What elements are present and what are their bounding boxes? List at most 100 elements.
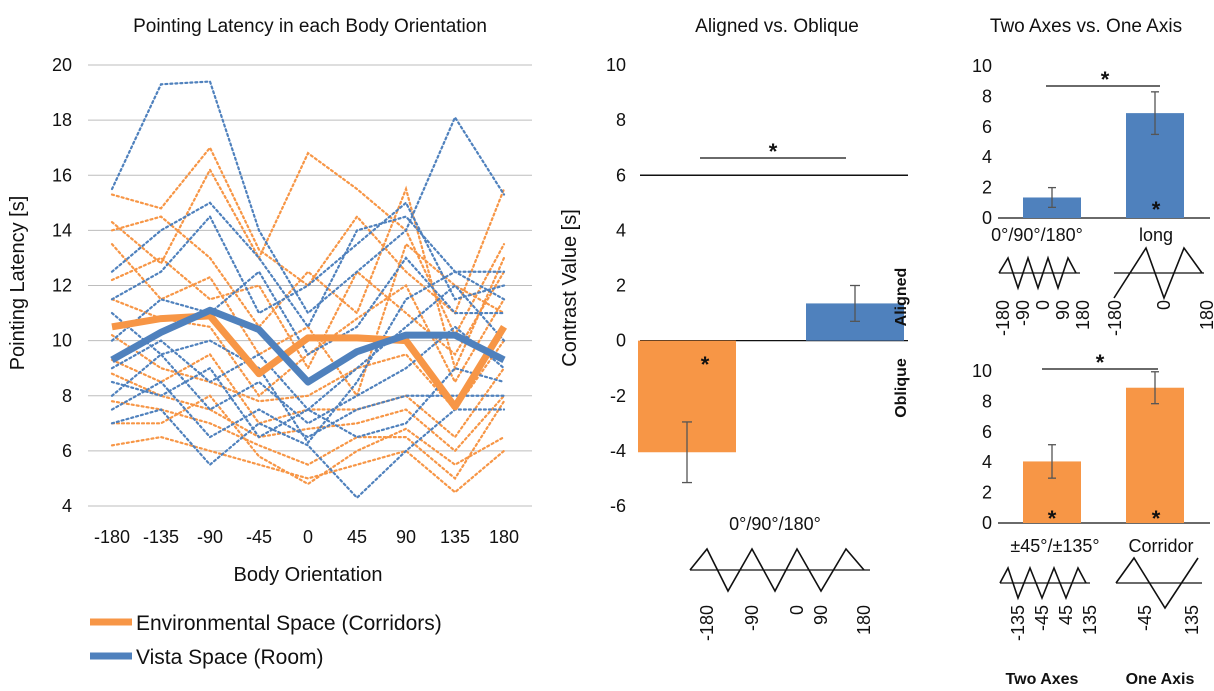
x-tick-45: 45 — [347, 527, 367, 547]
pattern-tick--90: -90 — [742, 605, 762, 631]
y-tick-10: 10 — [52, 331, 72, 351]
mean-line-vista — [110, 306, 506, 386]
orange-pattern-tick-a-1: -45 — [1032, 605, 1052, 631]
trace-vista-0 — [110, 80, 506, 315]
orange-chart-y-ticks: 0 2 4 6 8 10 — [972, 361, 992, 533]
small-y-tick-3-10: 10 — [972, 361, 992, 381]
trace-environmental-1 — [110, 151, 506, 338]
trace-vista-3 — [110, 256, 506, 356]
line-chart-x-ticks: -180 -135 -90 -45 0 45 90 135 180 — [94, 527, 519, 547]
trace-vista-1 — [110, 201, 506, 329]
pattern-tick-180: 180 — [854, 605, 874, 635]
contrast-y-axis-title: Contrast Value [s] — [559, 209, 581, 366]
x-tick--135: -135 — [143, 527, 179, 547]
legend: Environmental Space (Corridors) Vista Sp… — [90, 612, 442, 669]
trace-vista-9 — [110, 270, 506, 445]
trace-vista-6 — [110, 380, 506, 439]
contrast-y-tick-0: 0 — [616, 331, 626, 351]
orange-pattern-tick-b-0: -45 — [1135, 605, 1155, 631]
orange-pattern-tick-a-0: -135 — [1008, 605, 1028, 641]
two-axes-blue-chart: Two Axes vs. One Axis 0 2 4 6 8 10 * * 0°/90°… — [972, 16, 1214, 336]
contrast-y-tick--4: -4 — [610, 441, 626, 461]
y-tick-12: 12 — [52, 276, 72, 296]
contrast-bars — [638, 284, 904, 484]
contrast-y-tick-2: 2 — [616, 276, 626, 296]
two-axes-pattern-icon-a — [998, 255, 1077, 291]
contrast-y-tick--2: -2 — [610, 386, 626, 406]
y-tick-18: 18 — [52, 110, 72, 130]
orange-pattern-tick-a-3: 135 — [1080, 605, 1100, 635]
contrast-chart-title: Aligned vs. Oblique — [695, 16, 859, 37]
one-axis-pattern-icon-a — [1113, 246, 1203, 301]
blue-pattern-tick-a-1: -90 — [1013, 300, 1033, 326]
contrast-y-tick--6: -6 — [610, 496, 626, 516]
x-axis-title: Body Orientation — [234, 564, 383, 586]
small-y-tick-3-4: 4 — [982, 452, 992, 472]
small-y-tick-2-0: 0 — [982, 208, 992, 228]
small-y-tick-2-4: 4 — [982, 147, 992, 167]
pattern-tick-0: 0 — [787, 605, 807, 615]
orange-pattern-tick-b-1: 135 — [1182, 605, 1202, 635]
blue-pattern-tick-a-2: 0 — [1033, 300, 1053, 310]
group-label-two-axes: Two Axes — [1006, 671, 1079, 688]
contrast-y-tick-10: 10 — [606, 55, 626, 75]
trace-environmental-3 — [110, 242, 506, 399]
blue-chart-y-ticks: 0 2 4 6 8 10 — [972, 56, 992, 228]
small-y-tick-2-6: 6 — [982, 117, 992, 137]
small-y-tick-3-0: 0 — [982, 513, 992, 533]
two-axes-pattern-icon-b — [999, 565, 1087, 601]
blue-chart-bars — [1023, 91, 1184, 218]
pattern-tick-90: 90 — [811, 605, 831, 625]
small-y-tick-3-6: 6 — [982, 422, 992, 442]
pattern-tick--180: -180 — [697, 605, 717, 641]
contrast-y-tick-4: 4 — [616, 220, 626, 240]
small-y-tick-2-8: 8 — [982, 86, 992, 106]
small-y-tick-2-10: 10 — [972, 56, 992, 76]
y-tick-16: 16 — [52, 165, 72, 185]
x-tick-180: 180 — [489, 527, 519, 547]
small-bar-3-1 — [1126, 387, 1184, 523]
mean-lines — [110, 306, 507, 411]
x-tick-135: 135 — [440, 527, 470, 547]
x-tick--45: -45 — [246, 527, 272, 547]
oblique-bar-star: * — [701, 352, 710, 377]
y-tick-6: 6 — [62, 441, 72, 461]
mean-line-environmental — [111, 312, 507, 411]
x-tick-0: 0 — [303, 527, 313, 547]
orientation-pattern-icon — [689, 547, 865, 593]
contrast-y-tick-6: 6 — [616, 165, 626, 185]
corridor-bar-star: * — [1152, 506, 1161, 531]
oblique-side-label: Oblique — [893, 358, 910, 418]
y-tick-20: 20 — [52, 55, 72, 75]
y-axis-title: Pointing Latency [s] — [7, 196, 29, 371]
y-tick-8: 8 — [62, 386, 72, 406]
blue-pattern-tick-a-0: -180 — [993, 300, 1013, 336]
long-bar-star: * — [1152, 197, 1161, 222]
blue-pattern-tick-a-3: 90 — [1053, 300, 1073, 320]
y-tick-4: 4 — [62, 496, 72, 516]
small-y-tick-3-8: 8 — [982, 391, 992, 411]
trace-vista-2 — [110, 201, 506, 315]
blue-pattern-tick-a-4: 180 — [1073, 300, 1093, 330]
blue-category-1: long — [1139, 225, 1173, 245]
blue-pattern-tick-b-1: 0 — [1154, 300, 1174, 310]
x-tick-90: 90 — [396, 527, 416, 547]
orange-pattern-ticks: -135 -45 45 135 -45 135 — [1008, 605, 1202, 641]
x-tick--180: -180 — [94, 527, 130, 547]
pattern-ticks: -180 -90 0 90 180 — [697, 605, 874, 641]
blue-chart-bracket-star: * — [1101, 67, 1110, 92]
orange-category-0: ±45°/±135° — [1010, 536, 1099, 556]
small-y-tick-3-2: 2 — [982, 483, 992, 503]
line-chart-y-ticks: 4 6 8 10 12 14 16 18 20 — [52, 55, 72, 516]
small-y-tick-2-2: 2 — [982, 178, 992, 198]
contrast-y-tick-8: 8 — [616, 110, 626, 130]
pm45-bar-star: * — [1048, 506, 1057, 531]
group-label-one-axis: One Axis — [1126, 671, 1195, 688]
orange-chart-bracket-star: * — [1096, 350, 1105, 375]
y-tick-14: 14 — [52, 220, 72, 240]
blue-category-0: 0°/90°/180° — [991, 225, 1083, 245]
blue-pattern-tick-b-2: 180 — [1197, 300, 1214, 330]
trace-vista-7 — [110, 408, 506, 500]
legend-label-vista: Vista Space (Room) — [136, 646, 324, 669]
contrast-category-label: 0°/90°/180° — [729, 514, 821, 534]
